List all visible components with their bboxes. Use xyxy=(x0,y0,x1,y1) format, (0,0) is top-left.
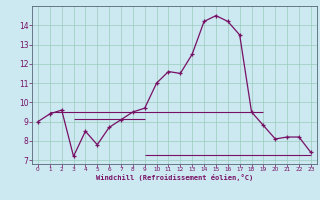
X-axis label: Windchill (Refroidissement éolien,°C): Windchill (Refroidissement éolien,°C) xyxy=(96,174,253,181)
